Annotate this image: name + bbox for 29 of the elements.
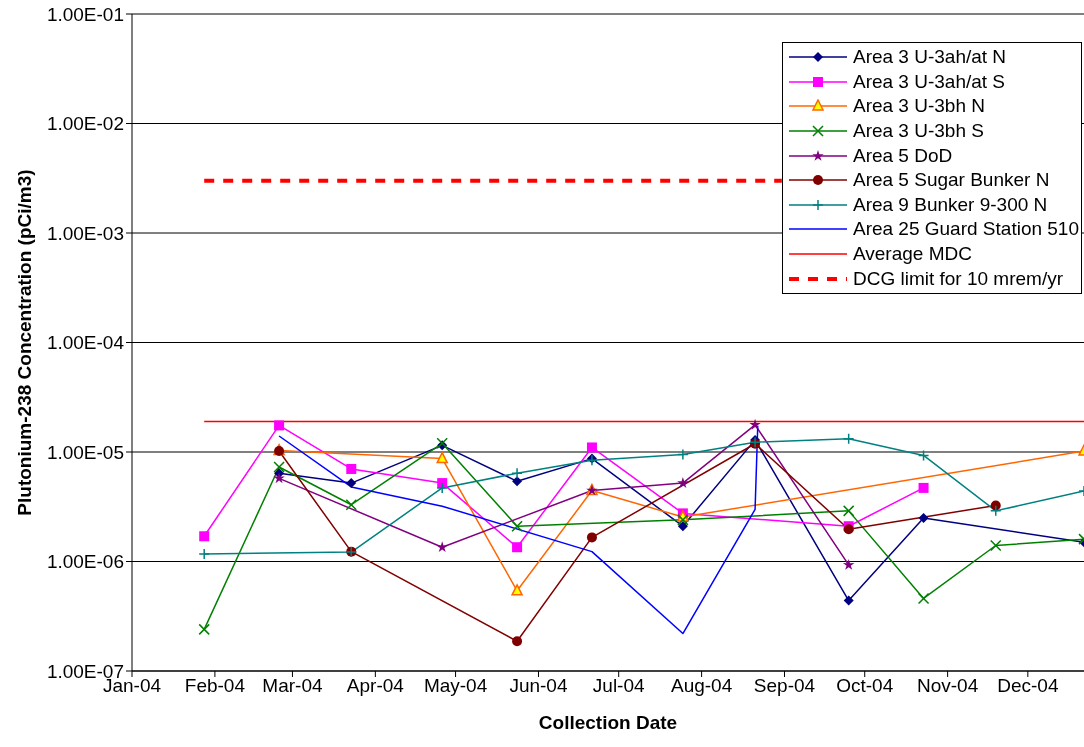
y-tick-label: 1.00E-05 [46,441,124,463]
legend-label: Average MDC [852,243,972,266]
y-tick-label: 1.00E-01 [46,3,124,25]
y-tick-label: 1.00E-03 [46,222,124,244]
x-tick-label: May-04 [423,675,488,697]
x-tick-label: Jul-04 [592,675,645,697]
x-tick-label: Jun-04 [509,675,568,697]
legend-label: Area 5 DoD [852,144,953,167]
x-tick-label: Aug-04 [670,675,733,697]
legend-label: Area 5 Sugar Bunker N [852,169,1050,192]
legend-label: Area 3 U-3bh S [852,120,984,143]
x-tick-label: Sep-04 [753,675,816,697]
legend-label: Area 25 Guard Station 510 [852,218,1079,241]
legend-label: DCG limit for 10 mrem/yr [852,267,1064,290]
x-tick-label: Nov-04 [916,675,979,697]
y-axis-title: Plutonium-238 Concentration (pCi/m3) [13,169,35,516]
x-tick-label: Dec-04 [997,675,1059,697]
x-tick-label: Apr-04 [346,675,405,697]
x-axis-title: Collection Date [538,712,678,733]
y-tick-label: 1.00E-04 [46,332,125,354]
x-tick-label: Feb-04 [184,675,246,697]
x-tick-label: Oct-04 [836,675,894,697]
legend-label: Area 9 Bunker 9-300 N [852,193,1048,216]
legend-label: Area 3 U-3ah/at N [852,46,1007,69]
y-tick-label: 1.00E-02 [46,113,124,135]
legend-label: Area 3 U-3bh N [852,95,985,118]
x-tick-label: Mar-04 [262,675,323,697]
y-tick-label: 1.00E-06 [46,551,124,573]
legend-label: Area 3 U-3ah/at S [852,70,1006,93]
